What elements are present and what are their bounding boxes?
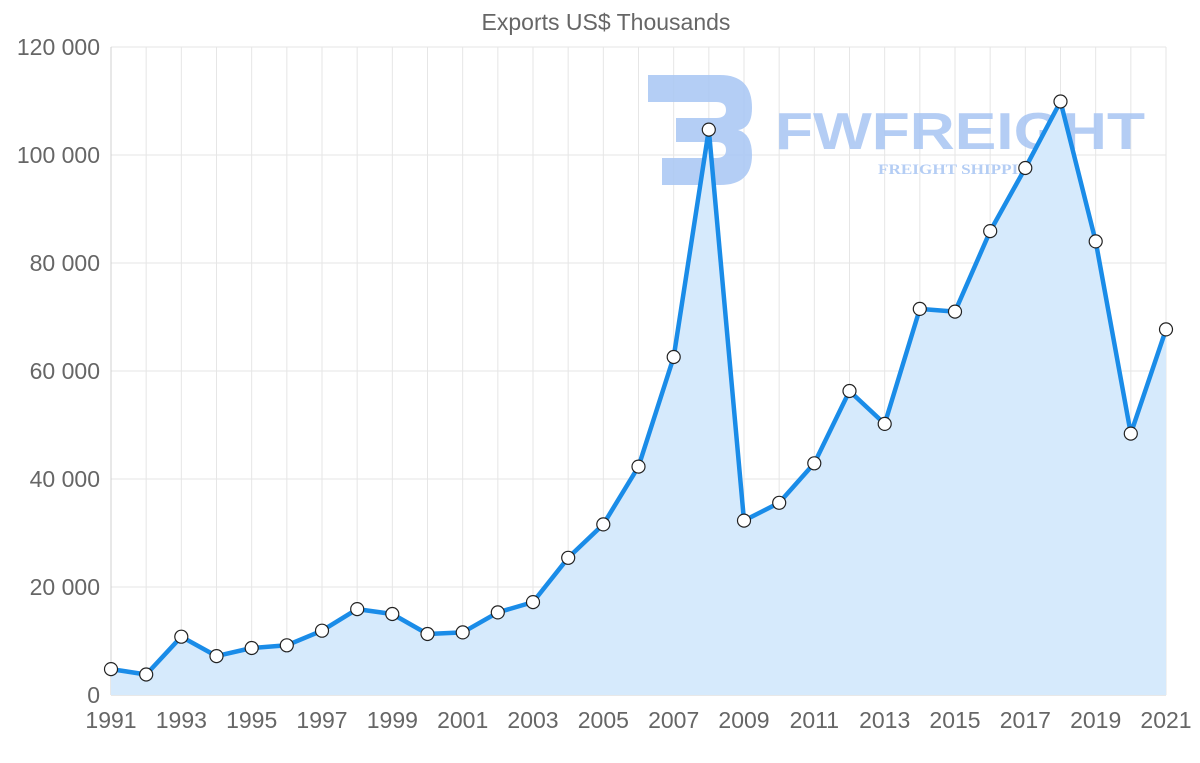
x-tick-label: 2003 [507,707,558,733]
x-tick-label: 2011 [790,707,839,733]
watermark-tagline: FREIGHT SHIPPING [878,162,1044,178]
data-point-2002[interactable] [490,605,505,620]
data-point-2021[interactable] [1158,322,1174,337]
x-tick-label: 2015 [929,707,980,733]
data-point-2004[interactable] [561,550,576,565]
data-point-1999[interactable] [385,606,400,622]
data-point-2009[interactable] [736,513,752,528]
data-point-2007[interactable] [666,349,681,365]
y-axis-ticks: 0 20 000 40 000 60 000 80 000 100 000 120 000 [17,34,100,708]
x-tick-label: 1995 [226,707,277,733]
data-point-1993[interactable] [174,629,189,644]
x-tick-label: 2005 [578,707,629,733]
data-point-2005[interactable] [596,517,611,532]
watermark-brand: FWFREIGHT [775,103,1145,161]
data-point-1992[interactable] [139,667,154,682]
data-point-2017[interactable] [1018,160,1033,176]
data-point-2006[interactable] [631,459,646,474]
data-point-1995[interactable] [244,640,259,656]
data-points [103,94,1174,682]
y-tick-label: 80 000 [30,250,100,276]
data-point-2014[interactable] [912,301,927,316]
x-tick-label: 1993 [156,707,207,733]
series-area-fill [111,101,1166,695]
data-point-2018[interactable] [1053,94,1068,109]
x-tick-label: 1999 [367,707,418,733]
data-point-1994[interactable] [209,648,224,664]
watermark-logo-icon [648,75,752,185]
x-tick-label: 2017 [1000,707,1051,733]
x-tick-label: 2007 [648,707,699,733]
chart-title: Exports US$ Thousands [482,9,731,35]
data-point-2015[interactable] [947,304,963,319]
y-tick-label: 100 000 [17,142,100,168]
y-tick-label: 120 000 [17,34,100,60]
y-tick-label: 0 [87,682,100,708]
data-point-1998[interactable] [350,601,365,617]
x-tick-label: 2013 [859,707,910,733]
data-point-2019[interactable] [1088,234,1103,249]
x-tick-label: 1997 [296,707,347,733]
data-point-2010[interactable] [772,495,787,510]
data-point-2001[interactable] [455,625,470,640]
x-tick-label: 2009 [718,707,769,733]
data-point-2008[interactable] [701,122,716,137]
data-point-1996[interactable] [279,638,294,653]
data-point-2020[interactable] [1123,426,1138,441]
data-point-2011[interactable] [807,456,822,471]
series-area [111,101,1166,695]
data-point-1997[interactable] [314,623,330,638]
data-point-2003[interactable] [525,594,541,610]
x-tick-label: 1991 [85,707,136,733]
y-tick-label: 40 000 [30,466,100,492]
x-axis-ticks: 1991 1993 1995 1997 1999 2001 2003 2005 2007 2009… [85,707,1191,733]
data-point-2013[interactable] [877,416,892,431]
data-point-2016[interactable] [983,224,998,239]
y-tick-label: 60 000 [30,358,100,384]
x-tick-label: 2019 [1070,707,1121,733]
data-point-1991[interactable] [103,661,119,677]
watermark: FWFREIGHT FREIGHT SHIPPING [648,75,1145,185]
x-tick-label: 2001 [437,707,488,733]
x-tick-label: 2021 [1140,707,1191,733]
data-point-2012[interactable] [842,383,857,399]
data-point-2000[interactable] [420,626,435,642]
y-tick-label: 20 000 [30,574,100,600]
